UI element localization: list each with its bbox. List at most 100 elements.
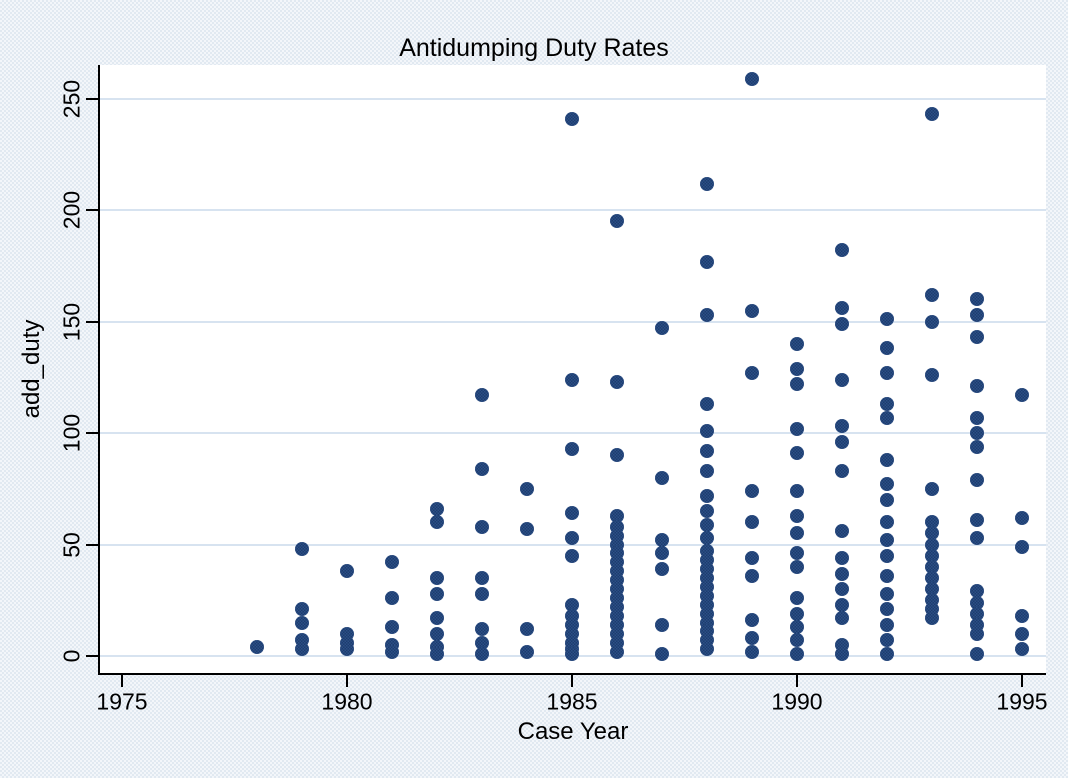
data-point xyxy=(790,508,804,523)
data-point xyxy=(745,568,759,583)
data-point xyxy=(835,464,849,479)
data-point xyxy=(880,365,894,380)
data-point xyxy=(790,646,804,661)
y-tick-mark xyxy=(86,320,98,323)
data-point xyxy=(925,515,939,530)
y-axis-line xyxy=(98,65,100,673)
data-point xyxy=(880,515,894,530)
data-point xyxy=(835,435,849,450)
data-point xyxy=(970,595,984,610)
data-point xyxy=(880,602,894,617)
x-tick-label: 1995 xyxy=(996,688,1048,715)
y-tick-label: 200 xyxy=(58,191,85,230)
data-point xyxy=(610,508,624,523)
data-point xyxy=(610,374,624,389)
data-point xyxy=(880,492,894,507)
data-point xyxy=(970,513,984,528)
data-point xyxy=(340,642,354,657)
data-point xyxy=(295,642,309,657)
x-tick-mark xyxy=(346,675,348,687)
y-gridline xyxy=(100,320,1046,323)
data-point xyxy=(970,472,984,487)
data-point xyxy=(520,481,534,496)
data-point xyxy=(1015,608,1029,623)
data-point xyxy=(475,461,489,476)
data-point xyxy=(475,388,489,403)
data-point xyxy=(880,477,894,492)
y-tick-mark xyxy=(86,209,98,212)
data-point xyxy=(925,570,939,585)
x-tick-mark xyxy=(796,675,798,687)
data-point xyxy=(835,243,849,258)
data-point xyxy=(700,504,714,519)
data-point xyxy=(1015,626,1029,641)
y-tick-label: 100 xyxy=(58,413,85,453)
data-point xyxy=(430,646,444,661)
x-tick-mark xyxy=(571,675,573,687)
y-tick-mark xyxy=(86,543,98,546)
data-point xyxy=(700,443,714,458)
data-point xyxy=(700,176,714,191)
y-tick-label: 150 xyxy=(58,302,85,341)
data-point xyxy=(655,533,669,548)
data-point xyxy=(700,397,714,412)
data-point xyxy=(340,564,354,579)
data-point xyxy=(835,566,849,581)
y-gridline xyxy=(100,97,1046,100)
data-point xyxy=(835,611,849,626)
data-point xyxy=(700,464,714,479)
data-point xyxy=(565,530,579,545)
data-point xyxy=(790,620,804,635)
data-point xyxy=(925,526,939,541)
data-point xyxy=(565,441,579,456)
data-point xyxy=(925,559,939,574)
data-point xyxy=(700,308,714,323)
data-point xyxy=(430,586,444,601)
data-point xyxy=(790,591,804,606)
chart-title: Antidumping Duty Rates xyxy=(399,34,669,62)
y-tick-label: 250 xyxy=(58,79,85,119)
data-point xyxy=(880,633,894,648)
x-tick-label: 1975 xyxy=(96,688,148,715)
data-point xyxy=(610,448,624,463)
data-point xyxy=(835,582,849,597)
data-point xyxy=(970,530,984,545)
data-point xyxy=(475,586,489,601)
data-point xyxy=(385,620,399,635)
data-point xyxy=(880,586,894,601)
data-point xyxy=(295,542,309,557)
data-point xyxy=(430,515,444,530)
data-point xyxy=(655,617,669,632)
data-point xyxy=(835,316,849,331)
data-point xyxy=(880,341,894,356)
data-point xyxy=(835,372,849,387)
data-point xyxy=(655,470,669,485)
data-point xyxy=(385,644,399,659)
data-point xyxy=(925,314,939,329)
data-point xyxy=(790,546,804,561)
data-point xyxy=(925,537,939,552)
data-point xyxy=(880,568,894,583)
data-point xyxy=(1015,642,1029,657)
plot-background xyxy=(100,65,1046,673)
data-point xyxy=(970,410,984,425)
data-point xyxy=(880,312,894,327)
x-tick-label: 1985 xyxy=(546,688,598,715)
data-point xyxy=(700,517,714,532)
data-point xyxy=(745,515,759,530)
data-point xyxy=(880,410,894,425)
data-point xyxy=(790,336,804,351)
data-point xyxy=(700,488,714,503)
data-point xyxy=(385,555,399,570)
data-point xyxy=(565,548,579,563)
data-point xyxy=(475,646,489,661)
data-point xyxy=(790,421,804,436)
data-point xyxy=(745,484,759,499)
data-point xyxy=(925,582,939,597)
x-tick-mark xyxy=(121,675,123,687)
data-point xyxy=(565,372,579,387)
data-point xyxy=(790,361,804,376)
data-point xyxy=(925,611,939,626)
y-gridline xyxy=(100,432,1046,435)
x-axis-title: Case Year xyxy=(517,718,629,745)
